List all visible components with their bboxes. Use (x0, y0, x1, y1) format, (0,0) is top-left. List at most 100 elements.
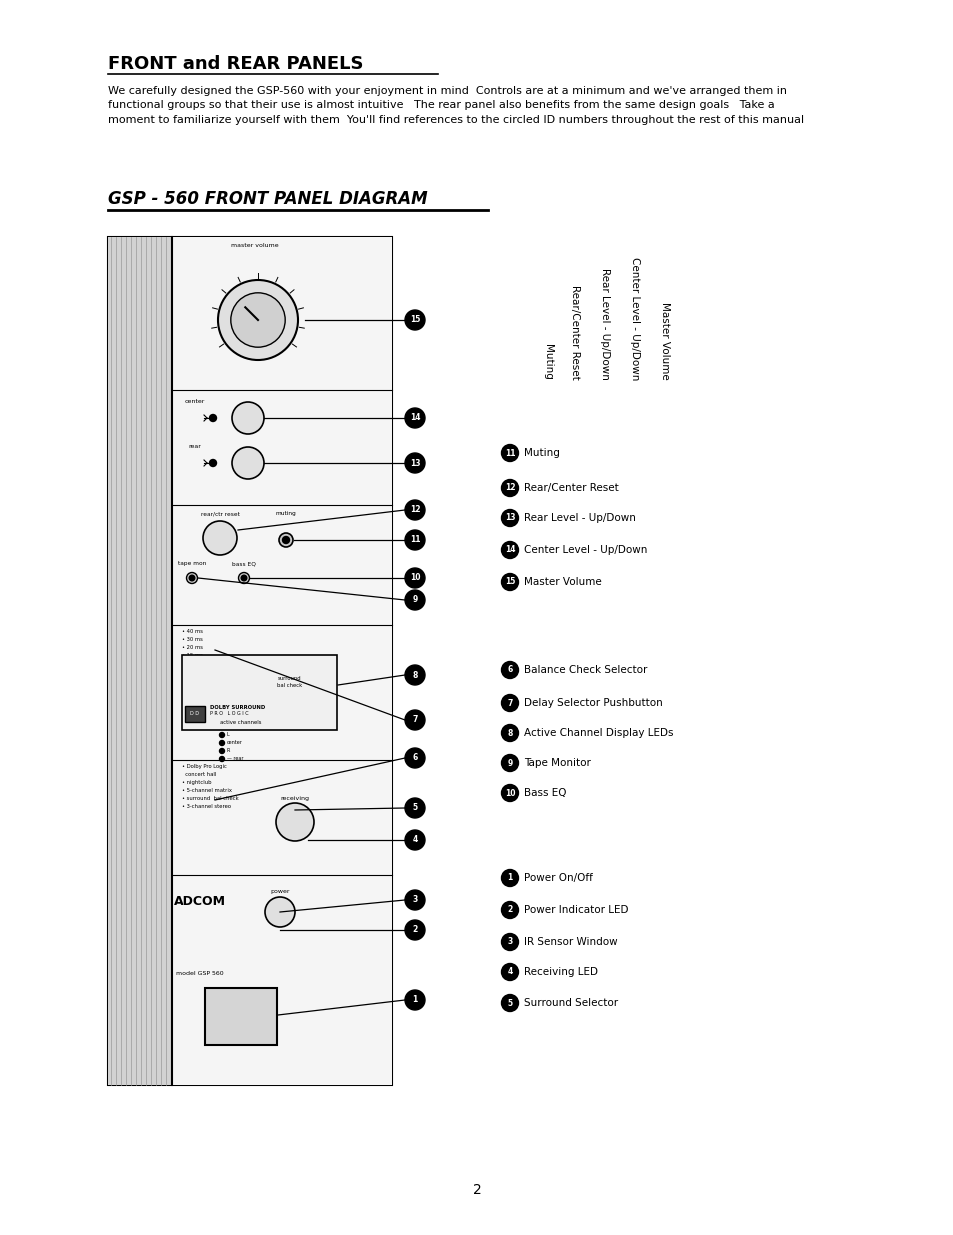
Circle shape (405, 310, 424, 330)
Text: 6: 6 (412, 753, 417, 762)
Text: 8: 8 (507, 729, 512, 737)
Text: Rear Level - Up/Down: Rear Level - Up/Down (599, 268, 609, 380)
Text: • surround  bal check: • surround bal check (182, 797, 238, 802)
Text: • 3-channel stereo: • 3-channel stereo (182, 804, 231, 809)
Text: Rear/Center Reset: Rear/Center Reset (523, 483, 618, 493)
Text: 11: 11 (410, 536, 420, 545)
Text: 12: 12 (504, 483, 515, 493)
Circle shape (186, 573, 197, 583)
Bar (108, 237, 172, 1086)
Circle shape (405, 453, 424, 473)
Bar (205, 988, 276, 1045)
Text: Muting: Muting (542, 345, 553, 380)
Text: Surround Selector: Surround Selector (523, 998, 618, 1008)
Text: bass EQ: bass EQ (232, 561, 255, 566)
Text: master volume: master volume (231, 243, 278, 248)
Circle shape (501, 994, 518, 1011)
Text: 1: 1 (507, 873, 512, 883)
Text: 4: 4 (412, 836, 417, 845)
Circle shape (241, 576, 247, 580)
Circle shape (405, 568, 424, 588)
Text: 8: 8 (412, 671, 417, 679)
Text: 5: 5 (507, 999, 512, 1008)
Circle shape (501, 934, 518, 951)
Text: Bass EQ: Bass EQ (523, 788, 566, 798)
Text: 10: 10 (410, 573, 420, 583)
Circle shape (265, 897, 294, 927)
Text: Center Level - Up/Down: Center Level - Up/Down (629, 257, 639, 380)
Text: power: power (270, 889, 290, 894)
Text: 11: 11 (504, 448, 515, 457)
Bar (182, 655, 336, 730)
Circle shape (189, 576, 194, 580)
Text: 9: 9 (507, 758, 512, 767)
Text: tape mon: tape mon (177, 561, 206, 566)
Text: active channels: active channels (220, 720, 261, 725)
Text: 6: 6 (507, 666, 512, 674)
Text: 1: 1 (412, 995, 417, 1004)
Text: • 15 ms: • 15 ms (182, 653, 203, 658)
Text: Rear Level - Up/Down: Rear Level - Up/Down (523, 513, 636, 522)
Text: 2: 2 (472, 1183, 481, 1197)
Text: 2: 2 (507, 905, 512, 914)
Bar (108, 237, 392, 1086)
Circle shape (501, 755, 518, 772)
Text: • 40 ms: • 40 ms (182, 629, 203, 634)
Circle shape (501, 445, 518, 462)
Circle shape (405, 748, 424, 768)
Text: 7: 7 (507, 699, 512, 708)
Text: 13: 13 (504, 514, 515, 522)
Text: Rear/Center Reset: Rear/Center Reset (569, 285, 579, 380)
Text: Tape Monitor: Tape Monitor (523, 758, 590, 768)
Circle shape (405, 408, 424, 429)
Circle shape (219, 757, 224, 762)
Circle shape (232, 447, 264, 479)
Text: Master Volume: Master Volume (659, 303, 669, 380)
Text: 13: 13 (410, 458, 420, 468)
Circle shape (238, 573, 250, 583)
Circle shape (219, 732, 224, 737)
Circle shape (231, 293, 285, 347)
Circle shape (405, 798, 424, 818)
Text: P R O   L O G I C: P R O L O G I C (210, 711, 249, 716)
Text: Master Volume: Master Volume (523, 577, 601, 587)
Circle shape (278, 534, 293, 547)
Circle shape (501, 510, 518, 526)
Circle shape (210, 459, 216, 467)
Text: 14: 14 (504, 546, 515, 555)
Text: 3: 3 (507, 937, 512, 946)
Text: We carefully designed the GSP-560 with your enjoyment in mind  Controls are at a: We carefully designed the GSP-560 with y… (108, 86, 803, 125)
Circle shape (501, 725, 518, 741)
Circle shape (405, 890, 424, 910)
Text: 12: 12 (410, 505, 420, 515)
Circle shape (501, 963, 518, 981)
Text: • 5-channel matrix: • 5-channel matrix (182, 788, 232, 793)
Text: 4: 4 (507, 967, 512, 977)
Circle shape (282, 536, 289, 543)
Circle shape (501, 694, 518, 711)
Circle shape (405, 920, 424, 940)
Text: Active Channel Display LEDs: Active Channel Display LEDs (523, 727, 673, 739)
Circle shape (232, 403, 264, 433)
Bar (172, 237, 392, 1086)
Text: R: R (227, 748, 230, 753)
Text: 10: 10 (504, 788, 515, 798)
Text: IR Sensor Window: IR Sensor Window (523, 937, 617, 947)
Text: • nightclub: • nightclub (182, 781, 212, 785)
Text: Delay Selector Pushbutton: Delay Selector Pushbutton (523, 698, 662, 708)
Text: Balance Check Selector: Balance Check Selector (523, 664, 647, 676)
Text: D D: D D (191, 711, 199, 716)
Circle shape (501, 784, 518, 802)
Circle shape (501, 869, 518, 887)
Circle shape (405, 530, 424, 550)
Text: 2: 2 (412, 925, 417, 935)
Text: Power Indicator LED: Power Indicator LED (523, 905, 628, 915)
Text: • 20 ms: • 20 ms (182, 645, 203, 650)
Text: center: center (185, 399, 205, 404)
Text: receiving: receiving (280, 797, 309, 802)
Text: FRONT and REAR PANELS: FRONT and REAR PANELS (108, 56, 363, 73)
Circle shape (218, 280, 297, 359)
Text: 3: 3 (412, 895, 417, 904)
Text: GSP - 560 FRONT PANEL DIAGRAM: GSP - 560 FRONT PANEL DIAGRAM (108, 190, 427, 207)
Text: center: center (227, 741, 243, 746)
